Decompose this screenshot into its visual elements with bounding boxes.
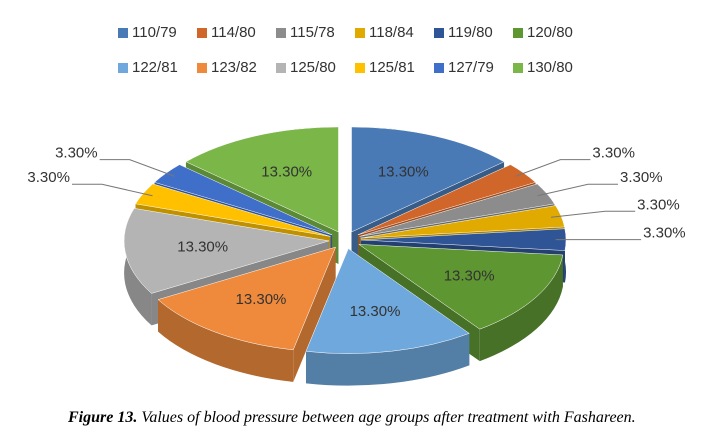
data-label: 3.30% <box>637 196 680 213</box>
legend-swatch <box>276 63 286 73</box>
legend-label: 123/82 <box>211 59 257 76</box>
legend-swatch <box>355 63 365 73</box>
data-label: 13.30% <box>378 163 429 180</box>
legend-label: 114/80 <box>211 24 256 41</box>
legend-label: 125/80 <box>290 59 336 76</box>
legend-label: 130/80 <box>527 59 573 76</box>
data-label: 3.30% <box>592 145 635 162</box>
legend-swatch <box>197 63 207 73</box>
legend-label: 118/84 <box>369 24 414 41</box>
legend-swatch <box>197 28 207 38</box>
legend-label: 110/79 <box>132 24 177 41</box>
leader-line <box>537 184 618 196</box>
data-label: 3.30% <box>643 225 686 242</box>
legend-label: 125/81 <box>369 59 415 76</box>
data-label: 13.30% <box>261 163 312 180</box>
caption-text: Values of blood pressure between age gro… <box>141 409 635 426</box>
caption: Figure 13. Values of blood pressure betw… <box>67 409 636 426</box>
leader-line <box>72 184 153 196</box>
legend-label: 115/78 <box>290 24 335 41</box>
legend-swatch <box>355 28 365 38</box>
legend-swatch <box>118 28 128 38</box>
legend-swatch <box>513 63 523 73</box>
legend-label: 127/79 <box>448 59 494 76</box>
data-label: 13.30% <box>177 239 228 256</box>
legend-label: 119/80 <box>448 24 493 41</box>
leader-line <box>100 160 175 177</box>
data-label: 3.30% <box>620 169 663 186</box>
data-label: 13.30% <box>350 303 401 320</box>
data-label: 13.30% <box>444 268 495 285</box>
data-label: 3.30% <box>27 169 70 186</box>
leader-line <box>516 160 591 177</box>
legend-swatch <box>513 28 523 38</box>
legend-swatch <box>276 28 286 38</box>
data-label: 13.30% <box>236 291 287 308</box>
legend-swatch <box>434 63 444 73</box>
leader-line <box>551 211 635 217</box>
caption-label: Figure 13. <box>67 409 137 426</box>
legend-label: 122/81 <box>132 59 178 76</box>
legend-swatch <box>118 63 128 73</box>
legend-swatch <box>434 28 444 38</box>
legend-label: 120/80 <box>527 24 573 41</box>
data-label: 3.30% <box>55 145 98 162</box>
